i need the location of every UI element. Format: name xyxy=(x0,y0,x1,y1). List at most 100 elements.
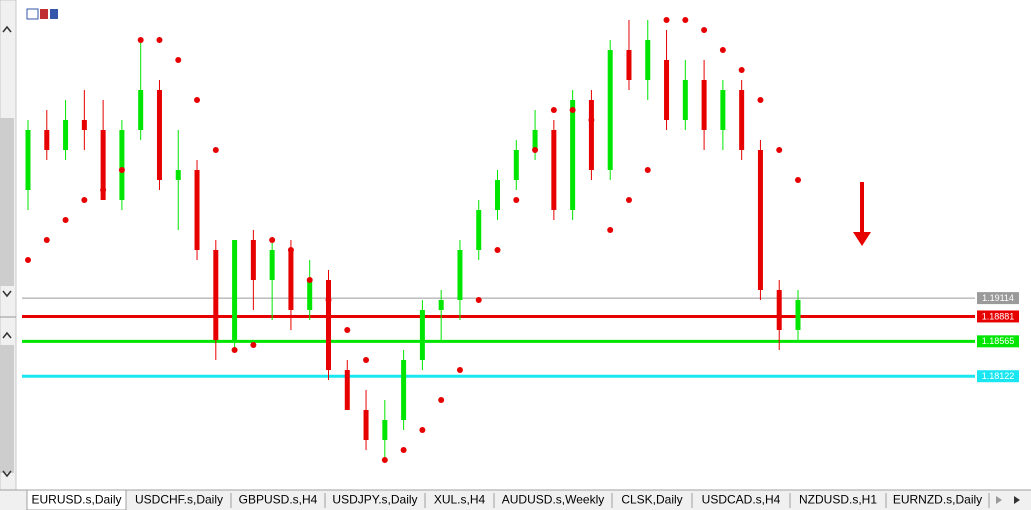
tab[interactable]: NZDUSD.s,H1 xyxy=(799,493,877,507)
sar-dot xyxy=(400,447,407,453)
sar-dot xyxy=(738,67,745,73)
sar-dot xyxy=(287,247,294,253)
candle-body xyxy=(776,290,782,330)
candle-body xyxy=(119,130,125,200)
candle-body xyxy=(532,130,538,150)
sar-dot xyxy=(81,197,88,203)
scroll-up[interactable] xyxy=(2,331,12,339)
tab[interactable]: EURUSD.s,Daily xyxy=(31,493,121,507)
tab-scroll-right[interactable] xyxy=(1014,496,1020,504)
sar-dot xyxy=(513,197,520,203)
candle-body xyxy=(401,360,407,420)
candle-body xyxy=(100,130,106,200)
candle-body xyxy=(626,50,632,80)
tab[interactable]: USDCAD.s,H4 xyxy=(702,493,781,507)
candle-body xyxy=(720,90,726,130)
sar-dot xyxy=(175,57,182,63)
sar-dot xyxy=(25,257,31,263)
arrow-annotation xyxy=(853,182,871,246)
price-label: 1.19114 xyxy=(982,293,1014,303)
candle-body xyxy=(551,130,557,210)
tab[interactable]: EURNZD.s,Daily xyxy=(893,493,982,507)
sar-dot xyxy=(231,347,238,353)
candle-body xyxy=(495,180,501,210)
sar-dot xyxy=(137,37,144,43)
window-icon[interactable] xyxy=(26,8,58,20)
candle-body xyxy=(682,80,688,120)
sar-dot xyxy=(62,217,69,223)
candle-body xyxy=(194,170,200,250)
tab[interactable]: CLSK,Daily xyxy=(621,493,682,507)
candle-body xyxy=(232,240,238,340)
candle-body xyxy=(645,40,651,80)
candle-body xyxy=(44,130,50,150)
candle-body xyxy=(250,240,256,280)
scroll-down[interactable] xyxy=(2,290,12,298)
price-label-box xyxy=(977,292,1019,305)
sar-dot xyxy=(776,147,783,153)
tab[interactable]: USDJPY.s,Daily xyxy=(332,493,417,507)
scroll-thumb[interactable] xyxy=(0,118,14,286)
chart-background xyxy=(0,0,1031,490)
candle-body xyxy=(288,250,294,310)
candle-body xyxy=(156,90,162,180)
scroll-down[interactable] xyxy=(2,470,12,478)
candle-body xyxy=(382,420,388,440)
sar-dot xyxy=(419,427,426,433)
tab-scroll-left[interactable] xyxy=(996,496,1002,504)
tab[interactable]: AUDUSD.s,Weekly xyxy=(502,493,604,507)
sar-dot xyxy=(719,47,726,53)
candle-body xyxy=(25,130,31,190)
sar-dot xyxy=(269,237,276,243)
sar-dot xyxy=(625,197,632,203)
sar-dot xyxy=(100,187,107,193)
tab[interactable]: GBPUSD.s,H4 xyxy=(239,493,318,507)
sar-dot xyxy=(194,97,201,103)
price-label: 1.18881 xyxy=(982,311,1015,321)
tab-active-bg xyxy=(26,489,127,510)
candle-body xyxy=(795,300,801,330)
candle-body xyxy=(570,100,576,210)
candle-body xyxy=(457,250,463,300)
candle-body xyxy=(138,90,144,130)
scroll-thumb[interactable] xyxy=(0,345,14,473)
tab[interactable]: XUL.s,H4 xyxy=(434,493,486,507)
tab[interactable]: USDCHF.s,Daily xyxy=(135,493,223,507)
candle-body xyxy=(363,410,369,440)
candle-body xyxy=(664,60,670,120)
candle-body xyxy=(513,150,519,180)
sar-dot xyxy=(475,297,482,303)
sar-dot xyxy=(363,357,370,363)
candle-body xyxy=(63,120,69,150)
price-label-box xyxy=(977,335,1019,348)
sar-dot xyxy=(344,327,351,333)
sar-dot xyxy=(250,341,257,348)
sar-dot xyxy=(456,367,463,373)
sar-dot xyxy=(757,97,764,103)
candle-body xyxy=(607,50,613,170)
candle-body xyxy=(701,80,707,130)
sar-dot xyxy=(663,17,670,23)
sar-dot xyxy=(682,17,689,23)
price-label-box xyxy=(977,370,1019,383)
candle-body xyxy=(307,280,313,310)
sar-dot xyxy=(212,147,219,153)
candle-body xyxy=(588,100,594,170)
candle-body xyxy=(344,370,350,410)
sar-dot xyxy=(306,277,313,283)
sar-dot xyxy=(532,147,539,153)
sar-dot xyxy=(550,107,557,113)
candle-body xyxy=(81,120,87,130)
price-label: 1.18565 xyxy=(982,336,1015,346)
sar-dot xyxy=(494,247,501,253)
candle-body xyxy=(757,150,763,290)
scroll-up[interactable] xyxy=(2,25,12,33)
sar-dot xyxy=(381,457,388,463)
sar-dot xyxy=(156,37,163,43)
price-label-box xyxy=(977,310,1019,323)
candle-body xyxy=(213,250,219,340)
candle-body xyxy=(175,170,181,180)
candle-body xyxy=(325,280,331,370)
